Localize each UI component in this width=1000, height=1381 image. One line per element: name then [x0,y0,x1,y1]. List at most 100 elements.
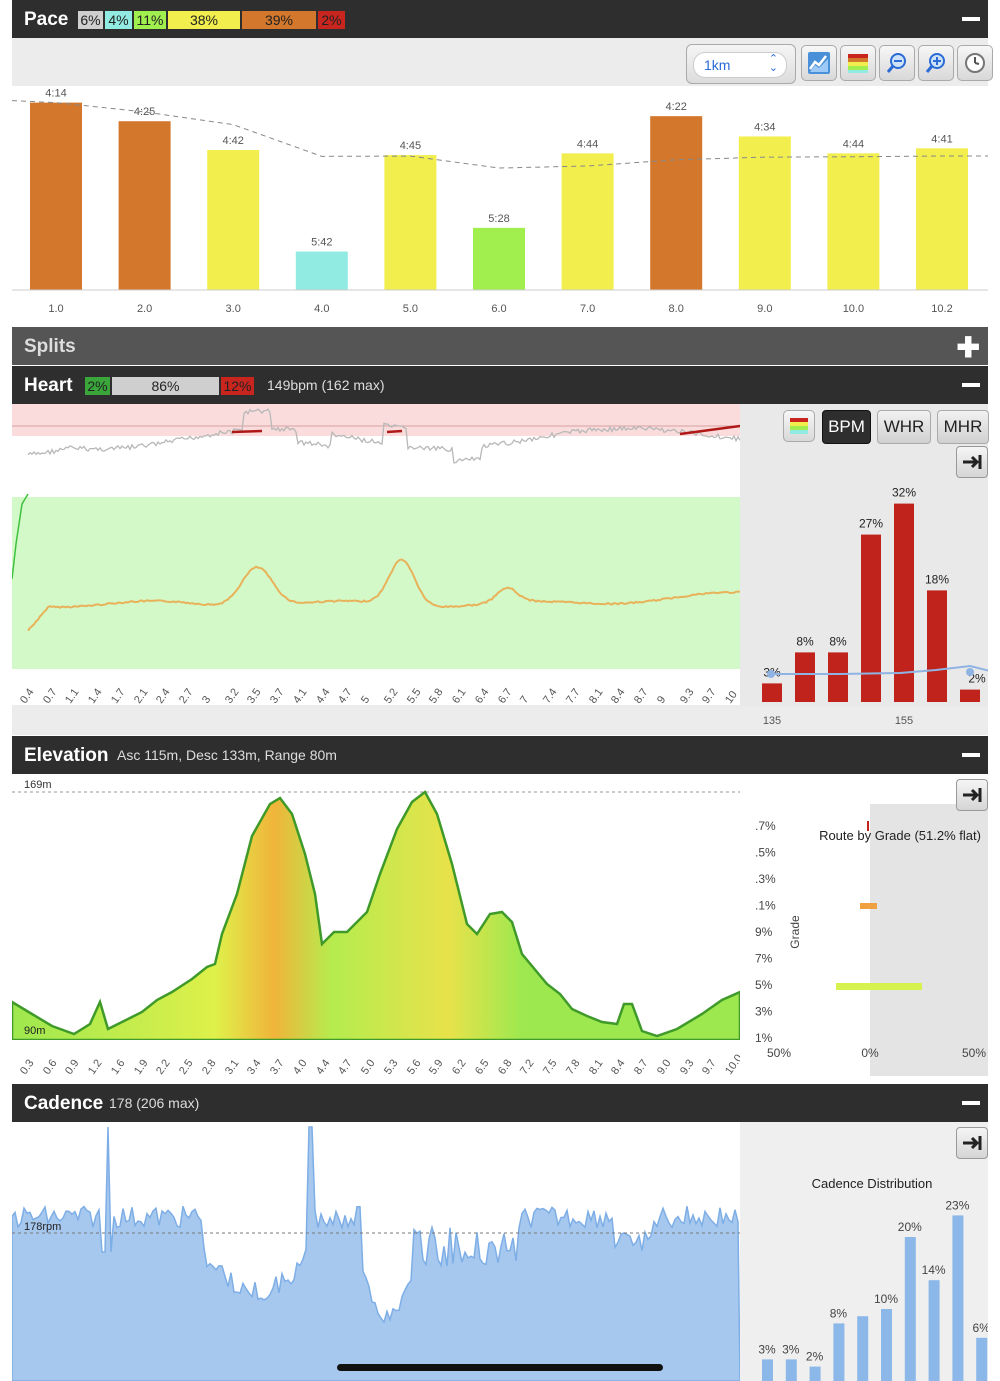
elevation-x-axis: 0.3 0.6 0.9 1.2 1.6 1.9 2.2 2.5 2.8 3.1 3.4 3.7 4.0 4… [12,1040,745,1084]
x-tick: 8.4 [609,686,628,706]
x-tick: 5.0 [359,1057,378,1077]
x-tick: 6.2 [450,1057,469,1077]
pace-bar-label: 4:44 [577,138,598,150]
collapse-elevation-button[interactable] [962,753,980,757]
x-tick: 2.1 [131,686,151,706]
grade-y-tick: .5% [755,846,776,860]
hr-zone-bar [927,590,947,702]
x-tick: 5.8 [427,686,446,706]
pace-bar [916,148,968,290]
grade-y-tick: 7% [755,952,773,966]
heart-summary: 149bpm (162 max) [267,377,385,393]
zone-chip: 12% [221,377,254,395]
x-tick: 7.7 [563,686,583,706]
cadence-bar [809,1366,821,1381]
x-tick: 4.0 [290,1057,310,1077]
pace-bar [118,121,171,290]
x-tick: 3.5 [245,686,265,706]
collapse-cadence-button[interactable] [962,1101,980,1105]
x-tick: 8.7 [632,686,651,706]
zone-chip: 6% [78,11,103,29]
pace-bar-label: 5:28 [488,213,509,225]
x-tick: 2.7 [177,686,196,706]
pace-bar-label: 4:34 [754,121,775,133]
x-tick: 3.1 [222,1057,242,1077]
bpm-button[interactable]: BPM [822,410,871,444]
zoom-out-icon[interactable] [879,45,915,81]
cadence-bar-label: 3% [758,1342,776,1356]
grade-y-tick: .1% [755,899,776,913]
elevation-max-label: 169m [24,779,52,791]
arrow-to-bar-icon [963,788,982,802]
cadence-bar [785,1359,797,1381]
x-tick: 6.4 [472,686,492,706]
pace-x-tick: 10.2 [931,303,952,315]
collapse-heart-button[interactable] [962,383,980,387]
cadence-title: Cadence [24,1093,104,1114]
x-tick: 9.7 [700,686,719,706]
cadence-bar-label: 14% [922,1263,946,1277]
pace-bar-label: 4:42 [222,135,243,147]
chart-icon[interactable] [801,45,837,81]
heart-header: Heart 2% 86% 12% 149bpm (162 max) [12,366,988,404]
x-tick: 4.7 [336,686,355,706]
cadence-bar [976,1337,988,1381]
x-tick: 6.1 [450,686,469,706]
collapse-pace-button[interactable] [962,17,980,21]
grade-y-tick: 9% [755,925,773,939]
grade-ylabel: Grade [788,915,802,949]
x-tick: 1.1 [63,686,83,706]
cadence-chart: 178rpm [12,1126,740,1381]
expand-elevation-panel-button[interactable] [956,779,988,811]
grade-y-tick: 1% [755,1031,773,1045]
pace-bar [384,155,437,290]
hr-zones-icon[interactable] [783,410,815,442]
expand-heart-panel-button[interactable] [956,446,988,478]
pace-bar-label: 5:42 [311,237,332,249]
grade-x-tick: 50% [767,1046,791,1060]
pace-bar [827,153,880,290]
expand-plus-icon[interactable]: ✚ [956,332,980,363]
heart-x-axis: 0.4 0.7 1.1 1.4 1.7 2.1 2.4 2.7 3 3.2 3.5 3.7 4.1 4.4… [12,669,740,706]
pace-bar [561,153,614,290]
split-distance-select[interactable]: 1km ⌃ ⌄ [686,44,796,84]
x-tick: 4.4 [313,1057,333,1077]
grade-chart: .7% .5% .3% .1% 9% 7% 5% 3% 1% Route by Grade (51… [755,819,986,1060]
hr-distribution-curve [771,664,988,675]
grade-bar [836,983,922,990]
x-tick: 7.8 [563,1057,583,1077]
clock-icon[interactable] [957,45,993,81]
cadence-bar-label: 20% [898,1220,922,1234]
grade-y-tick: .3% [755,872,776,886]
pace-bar-label: 4:41 [931,133,952,145]
hr-zone-bar [762,683,782,702]
whr-button[interactable]: WHR [877,410,931,444]
zoom-in-icon[interactable] [918,45,954,81]
pace-header: Pace 6% 4% 11% 38% 39% 2% [12,0,988,38]
x-tick: 5.3 [381,1057,401,1077]
pace-bar [738,136,791,290]
hr-zone-label: 8% [829,634,847,648]
hr-zone-bar [960,689,980,702]
x-tick: 9.7 [700,1057,719,1077]
x-tick: 9.0 [654,1057,674,1077]
arrow-to-bar-icon [963,1136,982,1150]
x-tick: 10 [723,688,740,706]
expand-cadence-panel-button[interactable] [956,1127,988,1159]
pace-x-tick: 1.0 [48,303,63,315]
x-tick: 2.2 [154,1057,174,1077]
pace-chart: 4:14 1.0 4:25 2.0 4:42 3.0 5:42 4.0 4:45 5.0 5:28 6… [12,88,988,315]
zones-icon[interactable] [840,45,876,81]
heart-title: Heart [24,375,73,396]
mhr-button[interactable]: MHR [937,410,989,444]
elevation-chart: 169m 90m [12,779,740,1040]
grade-bar [867,821,869,831]
splits-header[interactable]: Splits ✚ [12,327,988,365]
x-tick: 8.7 [632,1057,651,1077]
cadence-bar-label: 2% [806,1350,824,1364]
x-tick: 0.9 [63,1057,83,1077]
zone-chip: 4% [105,11,132,29]
elevation-min-label: 90m [24,1025,45,1037]
zone-chip: 38% [168,11,240,29]
cadence-bar [904,1237,916,1381]
